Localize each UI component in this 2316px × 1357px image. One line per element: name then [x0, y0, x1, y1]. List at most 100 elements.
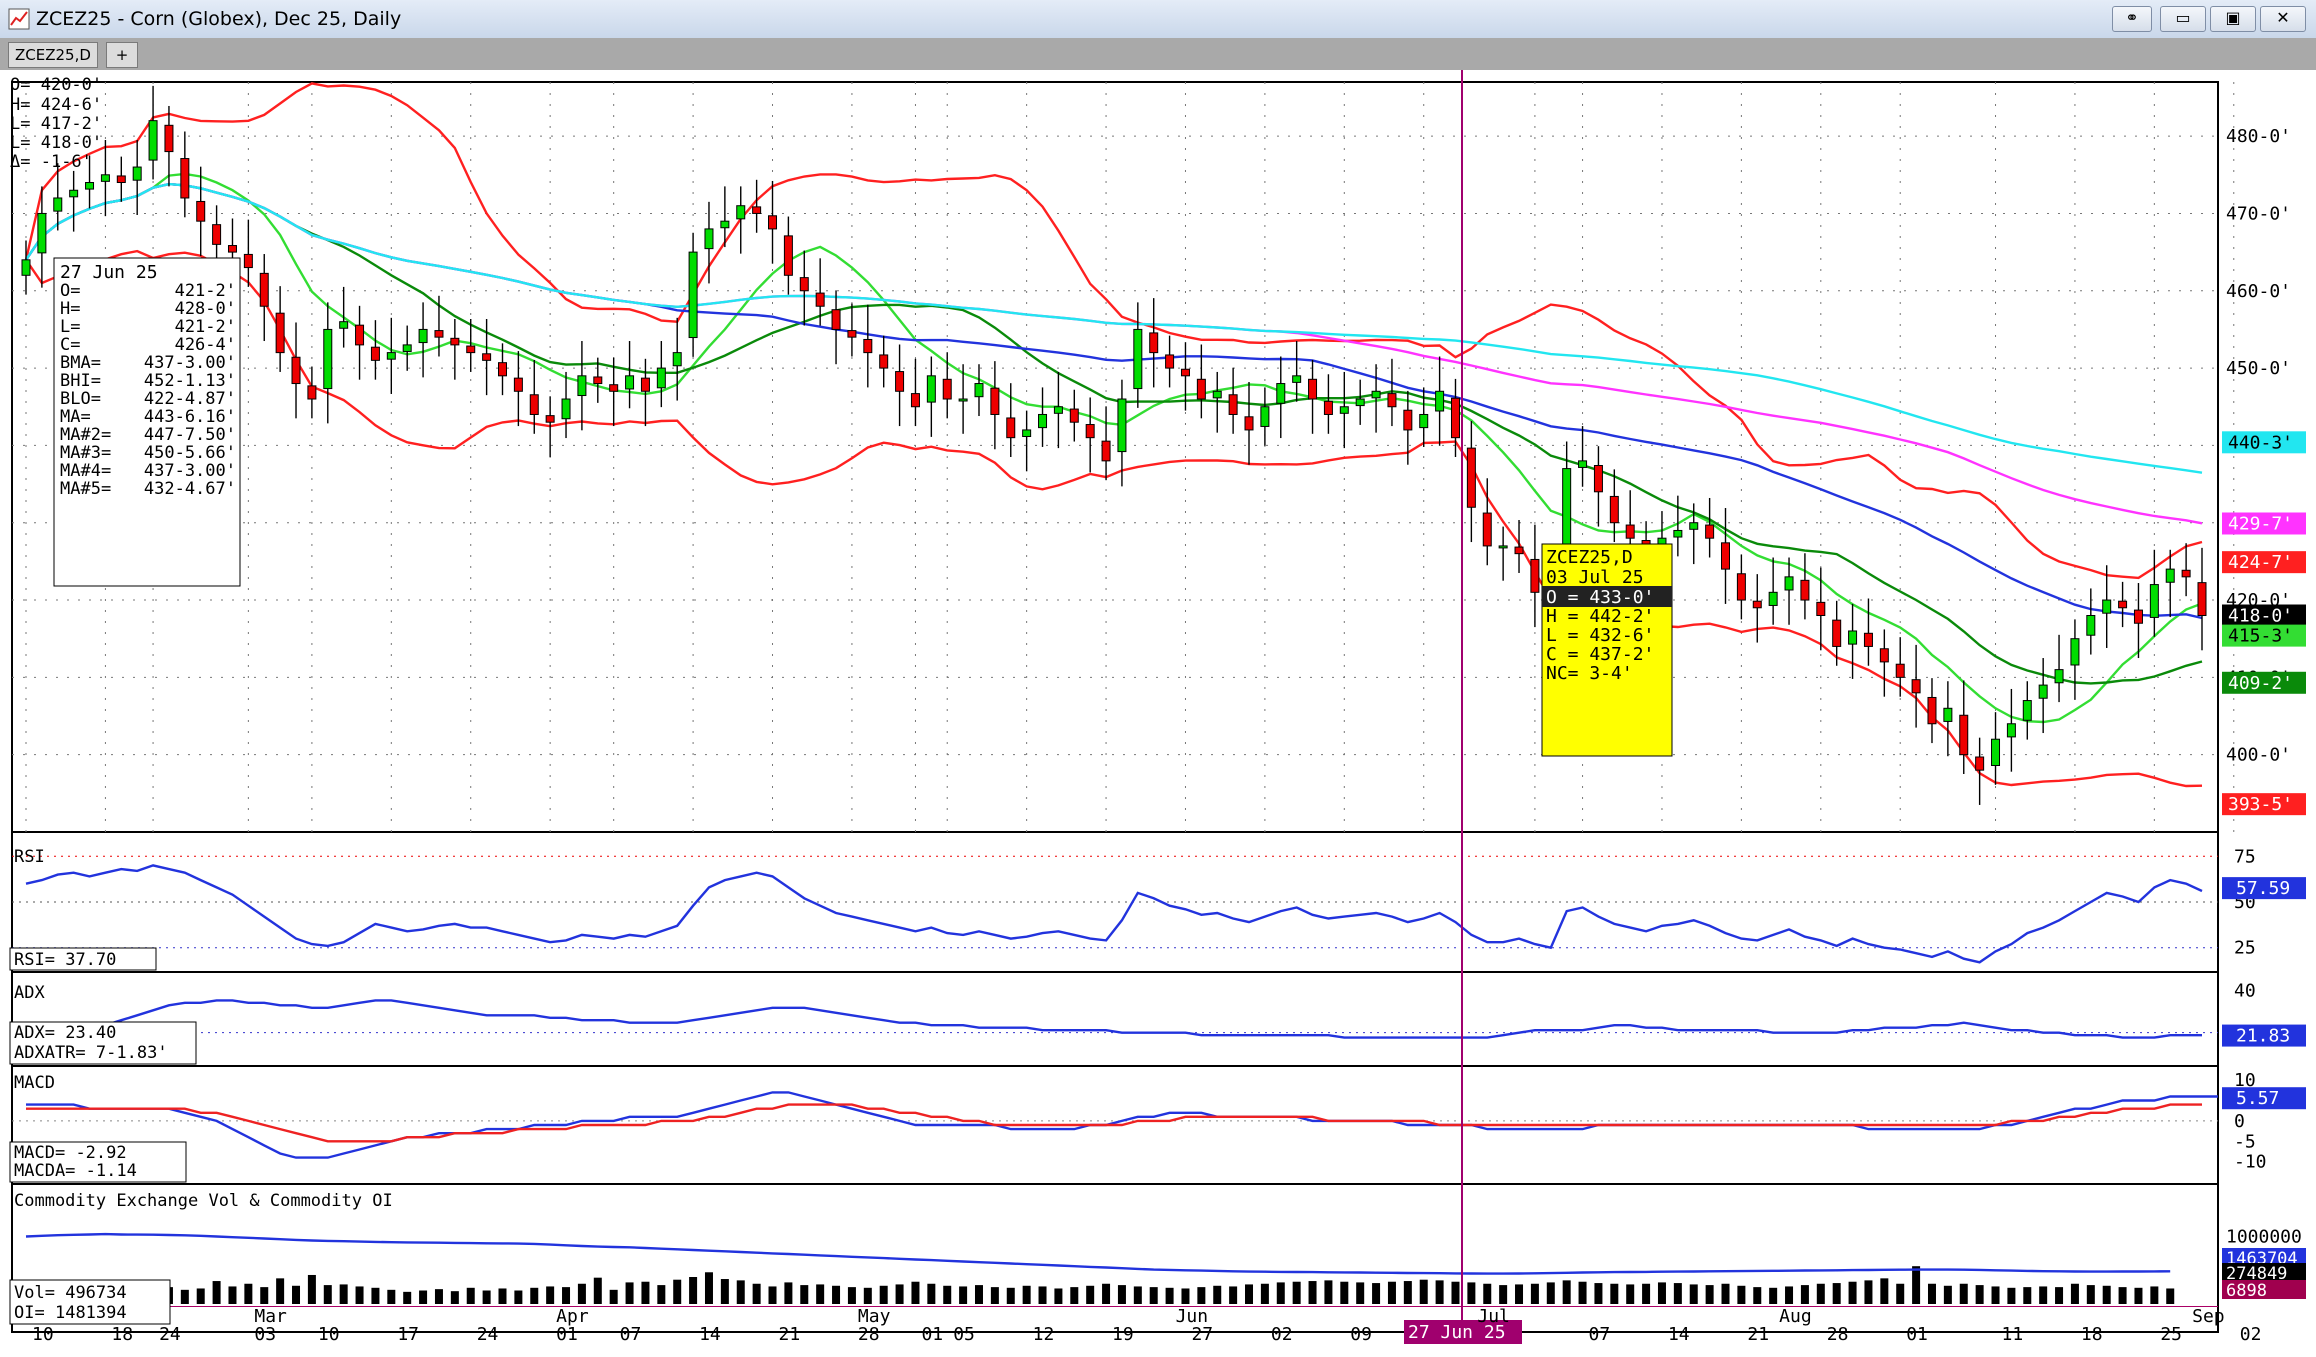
candle-body: [815, 292, 825, 307]
volume-bar: [1864, 1280, 1873, 1304]
candle-body: [958, 398, 968, 402]
candle-body: [529, 394, 539, 415]
volume-bar: [2166, 1288, 2175, 1304]
tooltip-row-value: 443-6.16': [144, 407, 236, 427]
adx-tick-label: 40: [2234, 980, 2256, 1001]
macd-tick-label: -10: [2234, 1152, 2267, 1173]
tooltip-row-value: 426-4': [175, 335, 236, 355]
volume-bar: [1673, 1283, 1682, 1304]
price-tick-label: 460-0': [2226, 281, 2291, 302]
candle-body: [1371, 390, 1381, 399]
window-title: ZCEZ25 - Corn (Globex), Dec 25, Daily: [36, 8, 402, 30]
volume-bar: [466, 1287, 475, 1304]
date-tick-label: 21: [1747, 1324, 1769, 1345]
candle-body: [418, 328, 428, 344]
date-tick-label: 09: [1350, 1324, 1372, 1345]
volume-bar: [450, 1291, 459, 1304]
volume-bar: [1197, 1287, 1206, 1304]
price-tick-label: 470-0': [2226, 203, 2291, 224]
tooltip-row-key: MA#2=: [60, 425, 111, 445]
candle-body: [847, 330, 857, 338]
minimize-button[interactable]: ▭: [2160, 6, 2206, 32]
date-tick-label: 27: [1191, 1324, 1213, 1345]
volume-bar: [800, 1285, 809, 1304]
tooltip-row-value: 422-4.87': [144, 389, 236, 409]
price-badge: [2222, 604, 2306, 627]
svg-text:RSI= 37.70: RSI= 37.70: [14, 950, 116, 970]
candle-body: [799, 277, 809, 292]
maximize-button[interactable]: ▣: [2210, 6, 2256, 32]
candle-body: [323, 328, 333, 390]
tooltip-row-value: 452-1.13': [144, 371, 236, 391]
candle-body: [1943, 707, 1953, 722]
macd-line-1: [26, 1103, 2202, 1143]
date-tick-label: 01: [1906, 1324, 1928, 1345]
volume-bar: [1260, 1283, 1269, 1304]
volume-bar: [482, 1290, 491, 1304]
volume-bar: [403, 1291, 412, 1304]
rsi-line-0: [25, 864, 2203, 964]
volume-bar: [434, 1289, 443, 1304]
candle-body: [1578, 460, 1588, 468]
candle-body: [1816, 601, 1826, 617]
open-interest-line: [25, 1232, 2171, 1275]
price-panel: [21, 82, 2207, 805]
volume-bar: [1848, 1281, 1857, 1304]
link-icon[interactable]: ⚭: [2112, 6, 2152, 32]
volume-bar: [1387, 1281, 1396, 1304]
candle-body: [688, 251, 698, 339]
candle-body: [148, 120, 158, 161]
candle-body: [180, 158, 190, 199]
volume-bar: [2039, 1286, 2048, 1304]
candle-body: [1022, 429, 1032, 438]
candle-body: [2086, 615, 2096, 636]
date-tick-label: 11: [2002, 1324, 2024, 1345]
volume-bar: [1499, 1285, 1508, 1304]
rsi-title: RSI: [14, 847, 45, 867]
candle-body: [1244, 416, 1254, 431]
volume-bar: [1832, 1283, 1841, 1304]
volume-bar: [1213, 1285, 1222, 1304]
volume-bar: [689, 1277, 698, 1304]
date-tick-label: 01: [556, 1324, 578, 1345]
volume-bar: [1912, 1266, 1921, 1304]
candle-body: [2054, 669, 2064, 684]
candle-body: [1180, 368, 1190, 377]
candle-body: [116, 175, 126, 184]
tooltip-row-key: O=: [60, 281, 80, 301]
volume-bar: [2086, 1285, 2095, 1304]
candle-body: [1975, 756, 1985, 771]
volume-bar: [530, 1287, 539, 1304]
candle-body: [37, 212, 47, 254]
candle-body: [577, 375, 587, 397]
candle-body: [625, 375, 635, 390]
volume-bar: [1562, 1280, 1571, 1304]
volume-badge-label: 274849: [2226, 1264, 2287, 1284]
candle-body: [926, 375, 936, 403]
price-tick-label: 400-0': [2226, 745, 2291, 766]
date-tick-label: 01: [921, 1324, 943, 1345]
tab-zcez25[interactable]: ZCEZ25,D: [8, 42, 98, 68]
candle-body: [307, 385, 317, 400]
panel-border-vol: [11, 1183, 2219, 1333]
candle-body: [1863, 632, 1873, 647]
volume-bar: [307, 1274, 316, 1304]
volume-bar: [514, 1290, 523, 1304]
candle-body: [1466, 447, 1476, 508]
close-button[interactable]: ✕: [2260, 6, 2306, 32]
candle-body: [434, 330, 444, 338]
volume-bar: [1785, 1286, 1794, 1304]
readout-delta: Δ= -1-6': [10, 152, 92, 172]
candle-body: [720, 220, 730, 229]
tooltip-row: O = 433-0': [1546, 587, 1654, 608]
volume-bar: [244, 1283, 253, 1304]
volume-bar: [546, 1286, 555, 1304]
ma-cyan-line: [25, 182, 2203, 474]
macd-readout: MACD= -2.92 MACDA= -1.14: [9, 1141, 187, 1183]
candle-body: [1927, 696, 1937, 725]
adx-badge: [2222, 1024, 2306, 1047]
price-badge-label: 429-7': [2228, 513, 2293, 534]
add-tab-button[interactable]: +: [106, 42, 138, 68]
volume-bar: [1086, 1285, 1095, 1304]
